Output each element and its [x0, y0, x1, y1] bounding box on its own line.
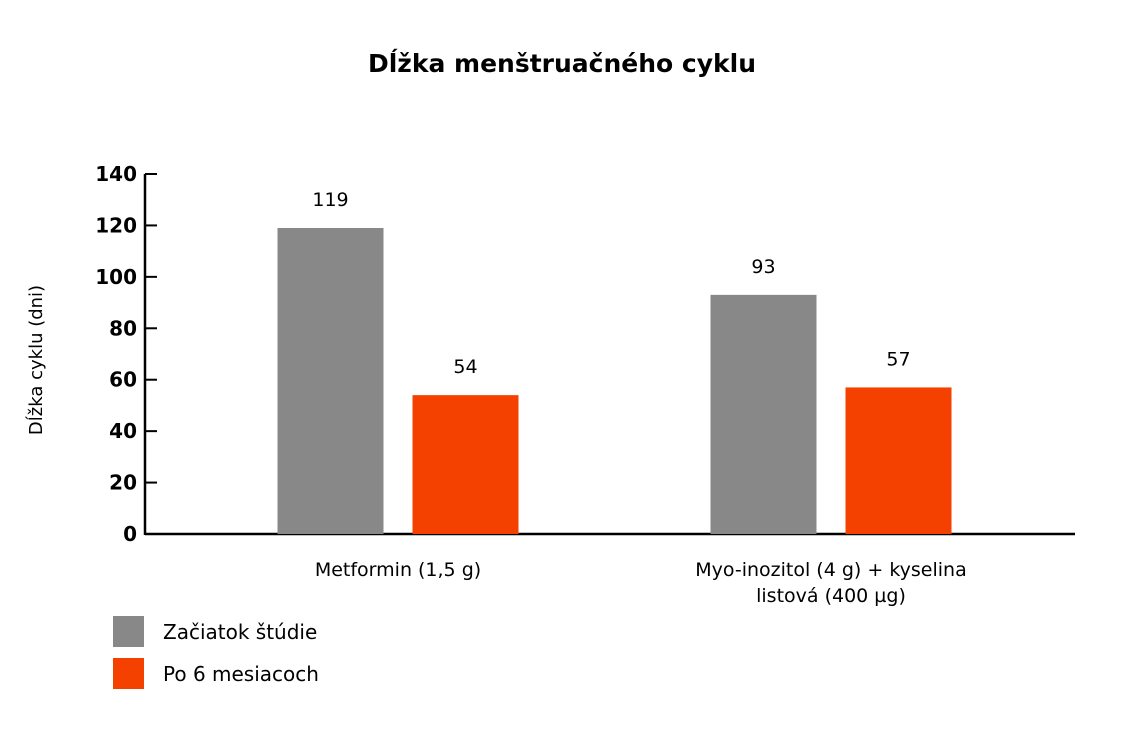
legend-label: Po 6 mesiacoch: [163, 662, 319, 686]
y-tick-label: 40: [109, 419, 137, 443]
bar: [277, 228, 384, 534]
y-tick-label: 100: [95, 265, 137, 289]
legend-swatch: [113, 616, 144, 647]
category-label: Myo-inozitol (4 g) + kyselina: [695, 559, 966, 581]
chart-title: Dĺžka menštruačného cyklu: [368, 49, 756, 78]
y-tick-label: 60: [109, 368, 137, 392]
data-label: 119: [312, 189, 348, 211]
data-label: 54: [453, 356, 477, 378]
y-tick-label: 120: [95, 213, 137, 237]
legend-label: Začiatok štúdie: [163, 620, 317, 644]
y-tick-label: 20: [109, 471, 137, 495]
bar: [412, 395, 519, 534]
category-label: Metformin (1,5 g): [315, 559, 481, 581]
y-tick-label: 140: [95, 162, 137, 186]
legend-swatch: [113, 658, 144, 689]
category-label: listová (400 µg): [756, 585, 906, 607]
data-label: 93: [751, 256, 775, 278]
y-tick-label: 80: [109, 316, 137, 340]
bar: [845, 387, 952, 534]
y-tick-label: 0: [123, 522, 137, 546]
bar: [710, 294, 817, 534]
y-axis-label: Dĺžka cyklu (dni): [25, 285, 47, 435]
data-label: 57: [886, 348, 910, 370]
